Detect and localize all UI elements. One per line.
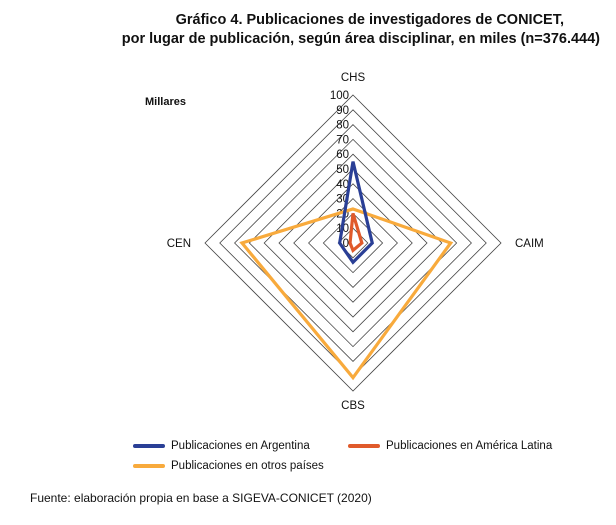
legend-item-argentina: Publicaciones en Argentina: [133, 440, 310, 452]
grid-ring: [293, 183, 413, 303]
tick-label: 50: [336, 164, 349, 176]
chart-title: Gráfico 4. Publicaciones de investigador…: [175, 12, 564, 28]
category-label: CHS: [341, 72, 366, 84]
tick-label: 80: [336, 120, 349, 132]
legend-item-otros-paises: Publicaciones en otros países: [133, 460, 324, 472]
legend-swatch: [133, 444, 165, 448]
chart-subtitle: por lugar de publicación, según área dis…: [121, 31, 600, 47]
grid-ring: [263, 153, 443, 333]
series-line: [239, 207, 454, 381]
series-line: [337, 161, 375, 265]
legend-label: Publicaciones en Argentina: [171, 440, 310, 452]
source-note: Fuente: elaboración propia en base a SIG…: [30, 491, 372, 505]
grid-ring: [322, 212, 384, 274]
grid-ring: [248, 138, 458, 348]
category-label: CBS: [341, 400, 365, 412]
series-line: [348, 212, 364, 254]
grid-ring: [308, 198, 398, 288]
tick-label: 90: [336, 105, 349, 117]
legend-label: Publicaciones en América Latina: [386, 440, 553, 452]
tick-label: 0: [343, 238, 349, 250]
legend-item-america-latina: Publicaciones en América Latina: [348, 440, 552, 452]
legend-swatch: [133, 464, 165, 468]
grid-ring: [278, 168, 428, 318]
category-label: CAIM: [515, 238, 544, 250]
tick-label: 70: [336, 134, 349, 146]
tick-label: 60: [336, 149, 349, 161]
y-axis-label: Millares: [145, 96, 186, 108]
grid-ring: [337, 227, 369, 259]
grid-ring: [234, 124, 472, 362]
tick-label: 40: [336, 179, 349, 191]
grid-ring: [204, 94, 502, 392]
category-label: CEN: [167, 238, 191, 250]
legend-label: Publicaciones en otros países: [171, 460, 324, 472]
legend-swatch: [348, 444, 380, 448]
tick-label: 100: [330, 90, 349, 102]
